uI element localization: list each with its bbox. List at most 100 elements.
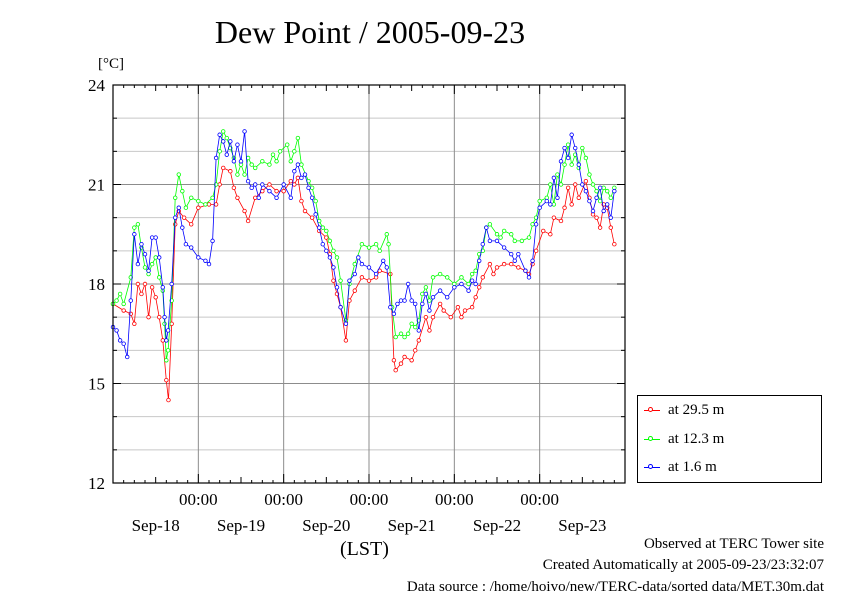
data-point <box>533 222 539 227</box>
data-point <box>373 241 379 247</box>
data-point <box>267 162 272 167</box>
data-point <box>313 198 318 204</box>
data-point <box>605 188 610 194</box>
data-point <box>441 308 446 313</box>
data-point <box>176 172 181 177</box>
data-point <box>388 305 393 310</box>
data-point <box>128 298 133 303</box>
data-point <box>366 278 372 283</box>
data-point <box>157 275 162 280</box>
data-point <box>274 159 279 164</box>
data-point <box>551 202 557 207</box>
data-point <box>224 152 229 157</box>
data-point <box>565 142 571 147</box>
data-point <box>398 331 404 336</box>
data-point <box>477 285 482 290</box>
data-point <box>569 202 574 207</box>
data-point <box>594 195 599 200</box>
data-point <box>210 238 215 244</box>
data-point <box>132 321 137 326</box>
data-point <box>267 188 272 194</box>
data-point <box>221 139 226 144</box>
x-tick-label-time: 00:00 <box>435 490 474 509</box>
data-point <box>125 354 130 360</box>
data-point <box>217 132 222 137</box>
data-point <box>377 248 382 254</box>
data-point <box>299 198 304 204</box>
data-point <box>169 281 174 287</box>
y-tick-label: 15 <box>88 375 105 394</box>
data-point <box>288 178 293 184</box>
data-point <box>469 271 475 277</box>
data-point <box>281 182 286 187</box>
data-point <box>238 159 244 164</box>
data-point <box>160 338 165 343</box>
data-point <box>183 205 189 210</box>
data-point <box>398 361 404 366</box>
data-point <box>516 251 521 257</box>
data-point <box>331 278 336 283</box>
x-tick-label-time: 00:00 <box>264 490 303 509</box>
data-point <box>605 202 610 207</box>
data-point <box>309 195 315 200</box>
x-tick-label-date: Sep-19 <box>217 516 265 535</box>
data-point <box>413 301 418 307</box>
data-point <box>359 275 365 280</box>
data-point <box>114 328 119 333</box>
y-tick-label: 24 <box>88 76 106 95</box>
data-point <box>462 308 468 313</box>
data-point <box>601 208 606 214</box>
data-point <box>565 155 571 161</box>
data-point <box>347 278 352 283</box>
data-point <box>132 232 137 237</box>
data-point <box>157 314 162 320</box>
data-point <box>569 132 574 137</box>
data-point <box>501 261 507 267</box>
data-point <box>562 205 567 210</box>
data-point <box>437 301 443 307</box>
y-axis-unit-label: [°C] <box>98 56 124 72</box>
data-point <box>121 341 126 346</box>
legend-item-29-5m: at 29.5 m <box>638 400 821 422</box>
legend-marker-green <box>648 436 653 441</box>
data-point <box>338 305 343 310</box>
footer-created: Created Automatically at 2005-09-23/23:3… <box>542 557 824 573</box>
data-point <box>160 285 165 290</box>
data-point <box>142 281 148 287</box>
data-point <box>445 295 450 300</box>
data-point <box>427 328 432 333</box>
data-point <box>295 162 301 167</box>
data-point <box>203 258 208 263</box>
x-tick-label-time: 00:00 <box>350 490 389 509</box>
data-point <box>196 255 201 260</box>
data-point <box>594 188 599 194</box>
data-point <box>583 178 589 184</box>
data-point <box>558 182 564 187</box>
data-point <box>501 245 507 250</box>
data-point <box>317 225 322 230</box>
data-point <box>196 198 201 204</box>
data-point <box>548 232 553 237</box>
data-point <box>334 255 340 260</box>
data-point <box>260 159 265 164</box>
data-point <box>242 172 247 177</box>
data-point <box>558 159 564 164</box>
data-point <box>423 291 429 297</box>
data-point <box>173 215 178 220</box>
data-point <box>473 268 478 273</box>
data-point <box>533 248 539 254</box>
y-tick-label: 18 <box>88 275 105 294</box>
data-point <box>117 338 123 343</box>
data-point <box>210 195 215 200</box>
data-point <box>235 142 240 147</box>
data-point <box>331 248 336 254</box>
data-point <box>181 215 187 220</box>
data-point <box>466 288 471 293</box>
data-point <box>427 308 432 313</box>
data-point <box>189 195 194 200</box>
data-point <box>245 218 251 224</box>
data-point <box>445 275 450 280</box>
series-1 <box>110 129 617 363</box>
data-point <box>430 275 436 280</box>
x-tick-label-date: Sep-22 <box>473 516 521 535</box>
